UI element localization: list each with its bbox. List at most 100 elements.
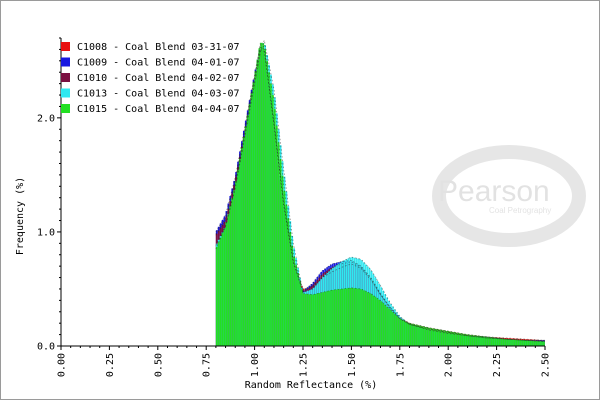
histogram-bar	[328, 290, 330, 346]
histogram-bar	[442, 330, 445, 346]
histogram-bar	[364, 291, 367, 346]
histogram-bar	[272, 95, 274, 346]
x-tick-label: 2.50	[541, 353, 552, 377]
histogram-bar	[405, 321, 408, 346]
histogram-bar	[459, 333, 462, 346]
histogram-bar	[221, 233, 224, 346]
histogram-bar	[423, 326, 425, 346]
histogram-bar	[330, 290, 332, 346]
histogram-bar	[527, 340, 530, 346]
histogram-bar	[361, 289, 363, 346]
histogram-bar	[444, 330, 447, 346]
histogram-bar	[504, 339, 507, 346]
histogram-bar	[368, 293, 371, 346]
histogram-bar	[510, 339, 512, 346]
histogram-bar	[529, 340, 532, 346]
histogram-bar	[374, 296, 377, 346]
histogram-bar	[448, 331, 450, 346]
histogram-bar	[254, 71, 257, 346]
histogram-bar	[475, 335, 477, 346]
histogram-bar	[492, 337, 495, 346]
histogram-bar	[285, 204, 288, 346]
histogram-bar	[469, 334, 472, 346]
series-outline-3	[215, 48, 546, 342]
histogram-bar	[479, 336, 481, 346]
histogram-bar	[386, 306, 388, 346]
y-axis-ticks: 0.0 1.0 2.0	[37, 37, 61, 353]
histogram-bar	[237, 169, 239, 346]
pearson-logo-watermark: Pearson Coal Petrography	[432, 145, 586, 247]
histogram-bar	[463, 334, 466, 346]
legend-label: C1008 - Coal Blend 03-31-07	[77, 42, 240, 53]
histogram-bar	[227, 214, 230, 346]
x-tick-label: 2.25	[492, 353, 503, 377]
histogram-bar	[512, 339, 514, 346]
histogram-bar	[347, 288, 350, 346]
histogram-bar	[291, 245, 294, 346]
legend-swatch	[61, 104, 70, 113]
histogram-bar	[473, 335, 476, 346]
histogram-bar	[303, 293, 305, 346]
chart-legend: C1008 - Coal Blend 03-31-07 C1009 - Coal …	[61, 42, 240, 115]
histogram-bar	[500, 338, 503, 346]
watermark-subtext: Coal Petrography	[489, 206, 551, 215]
histogram-bar	[496, 338, 499, 346]
y-tick-label: 0.0	[37, 342, 55, 353]
histogram-bar	[299, 281, 301, 346]
legend-label: C1013 - Coal Blend 04-03-07	[77, 89, 240, 100]
histogram-bar	[486, 336, 489, 346]
x-axis-ticks: 0.00 0.25 0.50 0.75 1.00 1.25 1.50 1.75 2.00 2.25…	[57, 346, 552, 377]
histogram-bar	[411, 323, 414, 346]
histogram-bar	[426, 327, 429, 346]
histogram-bar	[264, 49, 266, 346]
histogram-bar	[308, 294, 311, 346]
legend-swatch	[61, 57, 70, 67]
histogram-bar	[256, 59, 259, 347]
histogram-bar	[434, 328, 437, 346]
histogram-bar	[363, 290, 365, 346]
watermark-text: Pearson	[438, 175, 550, 208]
histogram-bar	[260, 42, 263, 346]
histogram-bar	[514, 339, 516, 346]
histogram-bar	[304, 293, 307, 346]
histogram-bar	[378, 299, 381, 346]
histogram-bar	[277, 142, 280, 346]
histogram-bar	[452, 332, 454, 346]
histogram-bar	[215, 246, 218, 346]
histogram-bar	[333, 289, 336, 346]
histogram-bar	[268, 72, 270, 346]
histogram-bar	[419, 325, 421, 346]
histogram-bar	[359, 288, 361, 346]
histogram-bar	[275, 125, 278, 346]
x-tick-label: 1.25	[299, 353, 310, 377]
series-outline-2	[215, 44, 545, 341]
histogram-bar	[484, 336, 487, 346]
histogram-bar	[320, 292, 323, 346]
histogram-bar	[233, 190, 235, 346]
histogram-bar	[370, 294, 373, 346]
histogram-bar	[279, 159, 282, 346]
histogram-bar	[488, 337, 491, 346]
histogram-bar	[483, 336, 485, 346]
histogram-bar	[380, 301, 383, 346]
histogram-bar	[517, 339, 520, 346]
legend-label: C1010 - Coal Blend 04-02-07	[77, 73, 240, 84]
histogram-bar	[465, 334, 468, 346]
histogram-bar	[388, 308, 390, 346]
histogram-bar	[246, 115, 249, 346]
histogram-bar	[231, 198, 234, 346]
histogram-bar	[502, 338, 505, 346]
histogram-bar	[519, 340, 522, 346]
histogram-bar	[258, 48, 261, 347]
histogram-bar	[235, 180, 237, 346]
histogram-bar	[455, 332, 458, 346]
histogram-bar	[535, 340, 538, 346]
histogram-bar	[219, 237, 222, 346]
y-tick-label: 1.0	[37, 227, 55, 238]
histogram-bar	[477, 335, 479, 346]
histogram-bar	[335, 289, 338, 346]
histogram-bar	[217, 242, 220, 346]
histogram-bar	[413, 324, 416, 346]
legend-label: C1015 - Coal Blend 04-04-07	[77, 104, 240, 115]
